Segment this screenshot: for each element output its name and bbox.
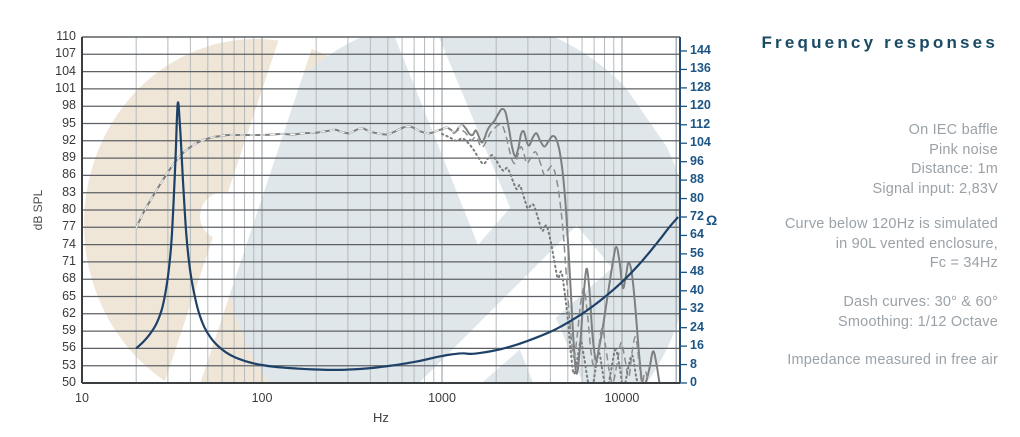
y-left-tick-label: 62 bbox=[62, 305, 76, 320]
note-line: Distance: 1m bbox=[910, 161, 998, 177]
note-line: Pink noise bbox=[929, 141, 998, 158]
y-right-tick-label: 112 bbox=[690, 116, 711, 131]
simulation-notes: Curve below 120Hz is simulated in 90L ve… bbox=[785, 215, 998, 274]
y-right-axis-unit-label: Ω bbox=[706, 212, 718, 228]
chart-series bbox=[135, 101, 679, 383]
y-left-tick-label: 83 bbox=[62, 184, 76, 199]
y-right-tick-label: 8 bbox=[690, 356, 697, 371]
y-left-tick-label: 80 bbox=[62, 202, 76, 216]
y-right-tick-label: 72 bbox=[690, 209, 704, 223]
series-impedance-free-air- bbox=[135, 101, 679, 371]
x-axis-unit-label: Hz bbox=[373, 410, 389, 425]
y-left-tick-label: 56 bbox=[62, 340, 76, 355]
y-left-tick-label: 104 bbox=[55, 63, 76, 78]
y-left-tick-label: 92 bbox=[62, 132, 76, 147]
note-line: Dash curves: 30° & 60° bbox=[843, 294, 998, 310]
y-left-tick-label: 110 bbox=[56, 29, 76, 43]
note-line: Signal input: 2,83V bbox=[872, 180, 998, 197]
note-line: Smoothing: 1/12 Octave bbox=[838, 313, 998, 330]
y-right-tick-label: 16 bbox=[690, 338, 704, 353]
y-right-tick-label: 144 bbox=[690, 43, 711, 57]
y-left-tick-label: 107 bbox=[55, 46, 76, 61]
y-right-tick-label: 136 bbox=[690, 61, 711, 76]
note-line: in 90L vented enclosure, bbox=[835, 235, 998, 252]
y-left-tick-label: 65 bbox=[62, 288, 76, 303]
chart-grid bbox=[82, 36, 680, 384]
series-spl-60-off-axis bbox=[441, 132, 639, 383]
note-line: Impedance measured in free air bbox=[787, 352, 998, 368]
simulated-lf-dash-overlay bbox=[135, 124, 463, 229]
y-right-tick-label: 80 bbox=[690, 190, 704, 205]
y-right-tick-label: 64 bbox=[690, 227, 704, 242]
y-right-tick-label: 104 bbox=[690, 135, 711, 150]
note-line: Curve below 120Hz is simulated bbox=[784, 216, 998, 232]
y-left-tick-label: 53 bbox=[62, 357, 76, 372]
x-axis-tick-label: 10 bbox=[75, 391, 89, 405]
y-right-tick-label: 48 bbox=[690, 264, 704, 279]
note-line: On IEC baffle bbox=[908, 122, 998, 138]
x-axis-tick-label: 100 bbox=[251, 391, 273, 405]
measurement-conditions-notes: On IEC baffle Pink noise Distance: 1m Si… bbox=[872, 121, 998, 199]
y-right-tick-label: 32 bbox=[690, 301, 704, 316]
y-right-tick-label: 96 bbox=[690, 153, 704, 168]
curve-legend-notes: Dash curves: 30° & 60° Smoothing: 1/12 O… bbox=[838, 293, 998, 332]
brand-watermark-logo bbox=[84, 37, 680, 383]
impedance-notes: Impedance measured in free air bbox=[787, 351, 998, 371]
note-line: Fc = 34Hz bbox=[929, 255, 998, 271]
y-right-tick-label: 56 bbox=[690, 245, 704, 260]
y-left-tick-label: 71 bbox=[62, 253, 76, 268]
y-right-tick-label: 88 bbox=[690, 172, 704, 187]
x-axis-tick-label: 10000 bbox=[604, 391, 640, 405]
y-left-tick-label: 77 bbox=[62, 219, 76, 234]
y-left-tick-label: 68 bbox=[62, 271, 76, 286]
chart-frame bbox=[81, 36, 687, 384]
x-axis-tick-label: 1000 bbox=[428, 391, 456, 405]
page-title: Frequency responses bbox=[761, 33, 998, 52]
y-left-tick-label: 101 bbox=[55, 80, 76, 95]
y-left-axis-unit-label: dB SPL bbox=[31, 189, 45, 231]
y-right-tick-label: 128 bbox=[690, 79, 711, 94]
y-left-tick-label: 86 bbox=[62, 167, 76, 182]
y-right-tick-label: 24 bbox=[690, 319, 704, 334]
y-left-tick-label: 74 bbox=[62, 236, 76, 251]
y-left-tick-label: 89 bbox=[62, 150, 76, 165]
y-right-tick-label: 40 bbox=[690, 282, 704, 297]
y-left-tick-label: 95 bbox=[62, 115, 76, 130]
y-left-tick-label: 50 bbox=[62, 375, 76, 389]
y-left-tick-label: 59 bbox=[62, 323, 76, 338]
y-left-tick-label: 98 bbox=[62, 98, 76, 113]
y-right-tick-label: 0 bbox=[690, 375, 697, 389]
series-spl-30-off-axis bbox=[452, 123, 649, 383]
y-right-tick-label: 120 bbox=[690, 98, 711, 113]
